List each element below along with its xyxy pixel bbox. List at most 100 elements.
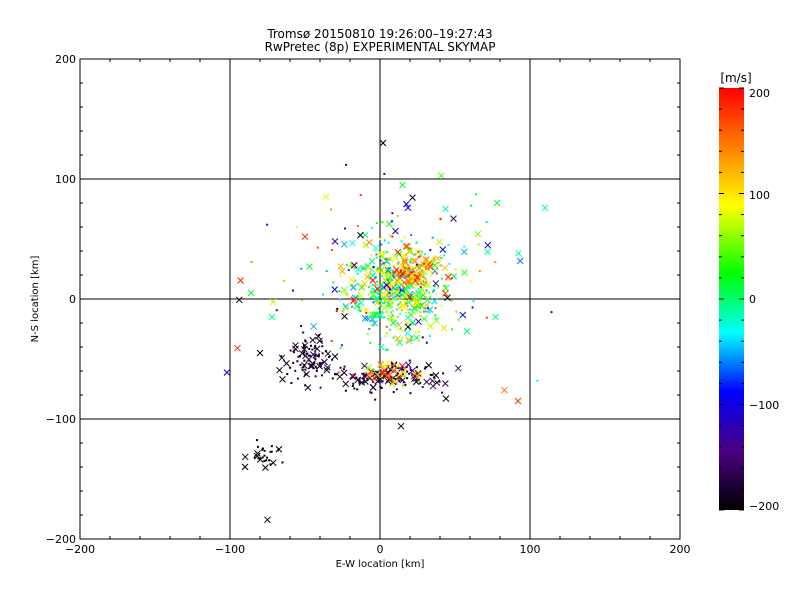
data-point bbox=[309, 354, 312, 357]
data-point bbox=[404, 336, 412, 344]
data-point bbox=[391, 260, 394, 263]
data-point bbox=[356, 282, 359, 285]
data-point bbox=[310, 322, 317, 330]
data-point bbox=[340, 241, 348, 248]
data-point bbox=[290, 381, 293, 384]
data-point bbox=[427, 307, 430, 310]
data-point bbox=[415, 292, 418, 295]
data-point bbox=[395, 308, 398, 311]
data-point bbox=[368, 257, 376, 265]
data-point bbox=[408, 308, 411, 311]
data-point bbox=[280, 355, 283, 358]
data-point bbox=[391, 279, 394, 282]
data-point bbox=[436, 238, 443, 246]
data-point bbox=[385, 365, 388, 368]
data-point bbox=[341, 309, 344, 312]
data-point bbox=[393, 289, 401, 297]
data-point bbox=[404, 314, 412, 322]
data-point bbox=[387, 365, 390, 368]
data-point bbox=[408, 261, 411, 264]
data-point bbox=[420, 283, 423, 286]
data-point bbox=[396, 286, 399, 289]
data-point bbox=[383, 265, 391, 272]
data-point bbox=[419, 274, 422, 277]
data-point bbox=[325, 270, 328, 273]
data-point bbox=[351, 373, 354, 376]
data-point bbox=[382, 261, 385, 264]
data-point bbox=[379, 315, 382, 318]
data-point bbox=[263, 454, 266, 457]
data-point bbox=[411, 335, 414, 338]
data-point bbox=[425, 296, 428, 299]
data-point bbox=[440, 257, 443, 260]
data-point bbox=[379, 139, 387, 147]
data-point bbox=[398, 376, 401, 379]
data-point bbox=[393, 273, 396, 276]
data-point bbox=[314, 365, 317, 368]
data-point bbox=[338, 290, 341, 293]
data-point bbox=[376, 313, 379, 316]
data-point bbox=[329, 208, 332, 211]
data-point bbox=[433, 258, 436, 261]
data-point bbox=[433, 378, 436, 381]
data-point bbox=[335, 373, 338, 376]
data-point bbox=[358, 284, 366, 291]
data-point bbox=[443, 254, 446, 257]
data-point bbox=[314, 353, 317, 356]
data-point bbox=[321, 358, 328, 366]
data-point bbox=[402, 289, 405, 292]
data-point bbox=[394, 298, 397, 301]
data-point bbox=[417, 263, 420, 266]
colorbar-tick-label-3: −100 bbox=[749, 399, 779, 412]
data-point bbox=[311, 365, 314, 368]
data-point bbox=[399, 301, 402, 304]
data-point bbox=[304, 384, 312, 391]
data-point bbox=[440, 324, 448, 332]
data-point bbox=[414, 276, 417, 279]
data-point bbox=[431, 298, 439, 305]
data-point bbox=[349, 264, 352, 267]
x-tick-label-2: 0 bbox=[377, 543, 384, 556]
data-point bbox=[419, 311, 422, 314]
data-point bbox=[348, 276, 355, 284]
data-point bbox=[433, 256, 436, 259]
data-point bbox=[383, 281, 391, 289]
data-point bbox=[379, 372, 382, 375]
data-point bbox=[470, 204, 473, 207]
data-point bbox=[371, 368, 374, 371]
data-point bbox=[372, 370, 379, 377]
data-point bbox=[402, 259, 409, 266]
data-point bbox=[323, 366, 331, 374]
data-point bbox=[357, 292, 364, 299]
data-point bbox=[336, 307, 339, 310]
data-point bbox=[358, 382, 361, 385]
data-point bbox=[432, 280, 440, 287]
data-point bbox=[419, 286, 422, 289]
data-point bbox=[344, 293, 347, 296]
data-point bbox=[332, 281, 335, 284]
data-point bbox=[392, 227, 399, 235]
data-point bbox=[372, 273, 375, 276]
data-point bbox=[404, 263, 407, 266]
data-point bbox=[421, 268, 429, 276]
data-point bbox=[382, 281, 385, 284]
data-point bbox=[295, 226, 298, 229]
data-point bbox=[313, 361, 316, 364]
data-point bbox=[362, 377, 365, 380]
data-point bbox=[368, 327, 371, 330]
data-point bbox=[423, 281, 426, 284]
data-point bbox=[402, 381, 405, 384]
data-point bbox=[418, 340, 421, 343]
data-point bbox=[366, 332, 369, 335]
data-point bbox=[425, 310, 428, 313]
data-point bbox=[433, 285, 436, 288]
data-point bbox=[405, 311, 408, 314]
data-point bbox=[264, 516, 271, 524]
data-point bbox=[304, 373, 307, 376]
data-point bbox=[375, 253, 378, 256]
data-point bbox=[241, 453, 249, 461]
data-point bbox=[379, 369, 387, 376]
data-point bbox=[411, 257, 419, 265]
data-point bbox=[370, 268, 373, 271]
